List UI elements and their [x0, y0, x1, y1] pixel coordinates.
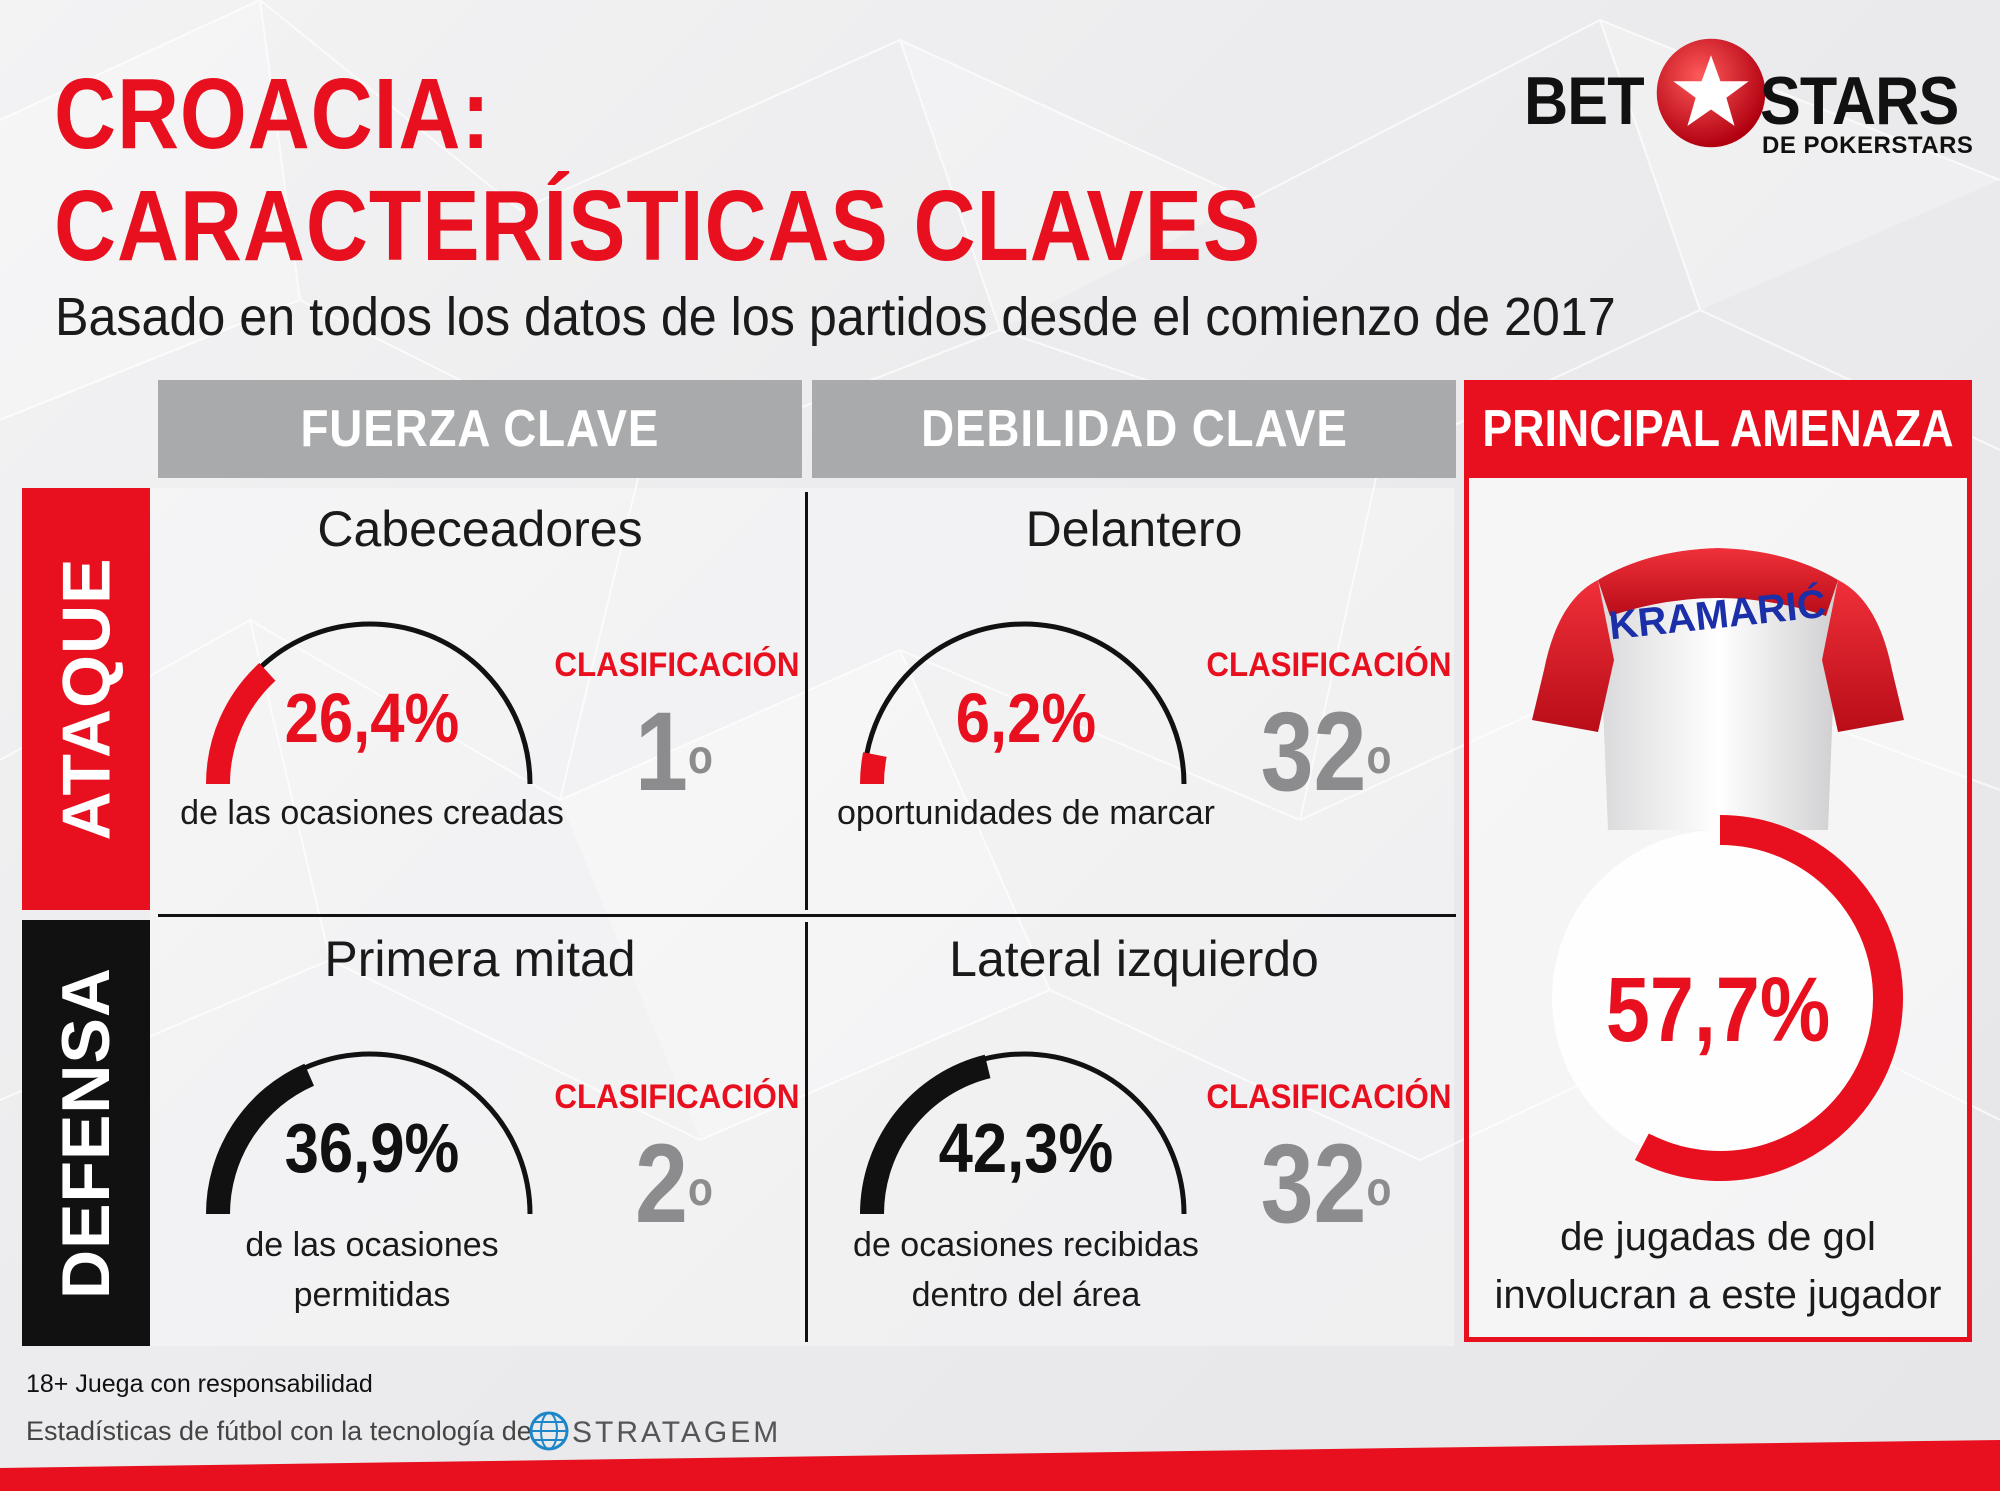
cell-title-defense-strength: Primera mitad	[324, 931, 636, 987]
cell-title-attack-weakness: Delantero	[1025, 501, 1243, 557]
page-title: CROACIA: CARACTERÍSTICAS CLAVES	[54, 58, 1261, 282]
column-header-threat: PRINCIPAL AMENAZA	[1464, 380, 1972, 478]
column-header-weakness: DEBILIDAD CLAVE	[812, 380, 1456, 478]
logo-text-bet: BET	[1524, 63, 1645, 139]
donut-threat	[1552, 815, 1903, 1181]
row-label-defense: DEFENSA	[22, 920, 150, 1346]
gauge-fill	[859, 752, 887, 785]
divider-vertical-bottom	[805, 922, 808, 1342]
threat-description: de jugadas de gol involucran a este juga…	[1494, 1215, 1942, 1317]
page-subtitle: Basado en todos los datos de los partido…	[55, 287, 1616, 347]
desc-defense-weakness: de ocasiones recibidas dentro del área	[853, 1226, 1199, 1314]
rank-label-attack-weakness: CLASIFICACIÓN	[1206, 646, 1452, 684]
gauge-defense-weakness	[860, 1051, 1187, 1215]
donut-fill	[1634, 815, 1903, 1181]
gauge-defense-strength	[206, 1051, 533, 1215]
rank-defense-weakness: 32o	[1260, 1121, 1392, 1246]
logo-text-stars: STARS	[1760, 63, 1959, 139]
divider-horizontal	[158, 914, 1456, 917]
desc-attack-weakness: oportunidades de marcar	[836, 794, 1215, 832]
divider-vertical-top	[805, 492, 808, 910]
column-header-strength: FUERZA CLAVE	[158, 380, 802, 478]
rank-defense-strength: 2o	[635, 1121, 713, 1246]
gauge-fill	[860, 1054, 991, 1215]
value-attack-weakness: 6,2%	[955, 679, 1097, 757]
desc-defense-strength: de las ocasiones permitidas	[245, 1226, 499, 1314]
stratagem-globe-icon	[529, 1411, 569, 1451]
value-defense-weakness: 42,3%	[938, 1109, 1114, 1187]
value-attack-strength: 26,4%	[284, 679, 460, 757]
age-notice: 18+ Juega con responsabilidad	[26, 1370, 373, 1398]
rank-attack-weakness: 32o	[1260, 689, 1392, 814]
value-defense-strength: 36,9%	[284, 1109, 460, 1187]
footer-red-band	[0, 1440, 2000, 1491]
rank-label-defense-weakness: CLASIFICACIÓN	[1206, 1078, 1452, 1116]
title-line2: CARACTERÍSTICAS CLAVES	[54, 170, 1262, 282]
gauge-fill	[206, 663, 276, 785]
threat-value: 57,7%	[1605, 959, 1831, 1061]
grid-background	[150, 488, 1454, 1346]
row-label-attack: ATAQUE	[22, 488, 150, 910]
rank-label-defense-strength: CLASIFICACIÓN	[554, 1078, 800, 1116]
gauge-attack-weakness	[859, 621, 1187, 785]
logo-subtext: DE POKERSTARS	[1762, 132, 1974, 159]
gauge-track	[861, 621, 1187, 785]
cell-title-attack-strength: Cabeceadores	[317, 501, 643, 557]
kramaric-shirt-icon: KRAMARIĆ	[1532, 548, 1904, 830]
rank-label-attack-strength: CLASIFICACIÓN	[554, 646, 800, 684]
rank-attack-strength: 1o	[635, 689, 713, 814]
powered-by-text: Estadísticas de fútbol con la tecnología…	[26, 1416, 532, 1446]
stratagem-brand: STRATAGEM	[572, 1416, 782, 1449]
betstars-ball-logo-icon	[1656, 38, 1766, 148]
desc-attack-strength: de las ocasiones creadas	[180, 794, 564, 832]
cell-title-defense-weakness: Lateral izquierdo	[949, 931, 1319, 987]
title-line1: CROACIA:	[54, 58, 491, 170]
gauge-attack-strength	[206, 621, 533, 785]
gauge-fill	[206, 1063, 315, 1215]
